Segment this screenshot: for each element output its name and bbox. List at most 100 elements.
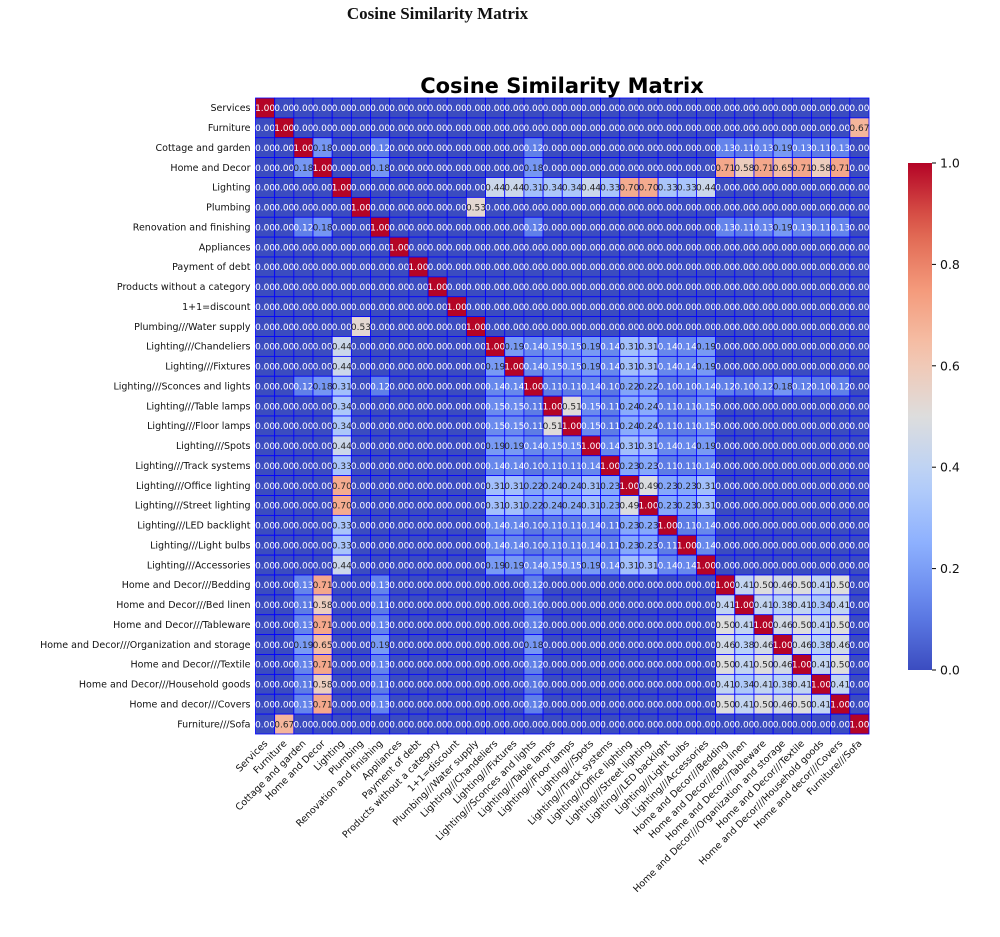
cell-label: 0.10: [523, 681, 543, 691]
cell-label: 0.00: [255, 661, 275, 671]
cell-label: 0.41: [811, 581, 831, 591]
cell-label: 0.00: [792, 204, 812, 214]
cell-label: 0.00: [293, 283, 313, 293]
cell-label: 0.00: [485, 263, 505, 273]
cell-label: 0.33: [658, 184, 678, 194]
cell-label: 0.00: [293, 402, 313, 412]
cell-label: 0.00: [792, 402, 812, 412]
cell-label: 0.00: [351, 462, 371, 472]
cell-label: 0.10: [658, 382, 678, 392]
cell-label: 0.22: [639, 382, 659, 392]
cell-label: 0.00: [351, 720, 371, 730]
cell-label: 0.00: [600, 681, 620, 691]
cell-label: 0.00: [830, 343, 850, 353]
cell-label: 0.00: [466, 243, 486, 253]
cell-label: 0.00: [619, 243, 639, 253]
cell-label: 0.00: [485, 243, 505, 253]
cell-label: 0.00: [332, 164, 352, 174]
cell-label: 0.00: [639, 661, 659, 671]
cell-label: 0.00: [370, 402, 390, 412]
cell-label: 0.00: [332, 303, 352, 313]
cell-label: 0.00: [658, 661, 678, 671]
cell-label: 0.12: [754, 382, 774, 392]
cell-label: 0.00: [428, 661, 448, 671]
cell-label: 0.46: [830, 641, 850, 651]
cell-label: 0.00: [428, 541, 448, 551]
cell-label: 0.00: [274, 601, 294, 611]
cell-label: 0.00: [447, 482, 467, 492]
cell-label: 0.24: [562, 482, 582, 492]
y-tick-label: Home and Decor///Tableware: [113, 620, 251, 631]
cell-label: 0.00: [715, 303, 735, 313]
cell-label: 0.10: [523, 462, 543, 472]
cell-label: 0.15: [543, 343, 563, 353]
cell-label: 0.12: [370, 144, 390, 154]
cell-label: 0.00: [562, 700, 582, 710]
cell-label: 0.00: [255, 144, 275, 154]
cell-label: 0.00: [447, 720, 467, 730]
cell-label: 0.00: [639, 303, 659, 313]
cell-label: 0.24: [543, 482, 563, 492]
cell-label: 0.00: [428, 303, 448, 313]
cell-label: 0.11: [543, 522, 563, 532]
cell-label: 0.00: [389, 184, 409, 194]
cell-label: 0.00: [408, 323, 428, 333]
cell-label: 0.00: [734, 402, 754, 412]
cell-label: 0.18: [370, 164, 390, 174]
cell-label: 0.00: [332, 641, 352, 651]
cell-label: 0.00: [600, 720, 620, 730]
cell-label: 0.00: [389, 303, 409, 313]
cell-label: 0.00: [562, 283, 582, 293]
cell-label: 1.00: [466, 323, 486, 333]
cell-label: 0.00: [408, 502, 428, 512]
cell-label: 1.00: [274, 124, 294, 134]
cell-label: 0.00: [773, 402, 793, 412]
cell-label: 1.00: [619, 482, 639, 492]
cell-label: 0.00: [274, 164, 294, 174]
cell-label: 1.00: [370, 223, 390, 233]
cell-label: 0.71: [313, 661, 333, 671]
cell-label: 0.00: [811, 482, 831, 492]
cell-label: 0.00: [428, 601, 448, 611]
cell-label: 0.41: [811, 661, 831, 671]
cell-label: 0.50: [754, 700, 774, 710]
cell-label: 0.11: [600, 522, 620, 532]
cell-label: 0.00: [274, 184, 294, 194]
cell-label: 0.00: [849, 363, 869, 373]
cell-label: 0.13: [293, 661, 313, 671]
cell-label: 0.00: [351, 442, 371, 452]
cell-label: 0.00: [543, 243, 563, 253]
cell-label: 0.00: [658, 601, 678, 611]
cell-label: 0.00: [351, 422, 371, 432]
cell-label: 0.00: [255, 601, 275, 611]
cell-label: 0.12: [523, 700, 543, 710]
cell-label: 0.11: [600, 402, 620, 412]
cell-label: 0.15: [485, 422, 505, 432]
cell-label: 0.00: [274, 422, 294, 432]
cell-label: 0.00: [274, 641, 294, 651]
cell-label: 0.00: [332, 263, 352, 273]
cell-label: 0.00: [389, 343, 409, 353]
cell-label: 0.24: [562, 502, 582, 512]
cell-label: 0.00: [734, 541, 754, 551]
cell-label: 0.00: [293, 462, 313, 472]
cell-label: 0.14: [696, 382, 716, 392]
cell-label: 0.00: [773, 462, 793, 472]
cell-label: 0.00: [581, 601, 601, 611]
cell-label: 0.00: [773, 720, 793, 730]
cell-label: 0.00: [447, 124, 467, 134]
cell-label: 0.00: [581, 323, 601, 333]
cell-label: 0.00: [408, 442, 428, 452]
cell-label: 0.00: [447, 343, 467, 353]
cell-label: 0.00: [811, 422, 831, 432]
cell-label: 0.19: [773, 144, 793, 154]
cell-label: 0.00: [619, 263, 639, 273]
cell-label: 0.00: [619, 581, 639, 591]
cell-label: 0.13: [715, 144, 735, 154]
cell-label: 0.00: [313, 502, 333, 512]
cell-label: 0.00: [351, 263, 371, 273]
cell-label: 0.00: [370, 184, 390, 194]
cell-label: 0.00: [792, 104, 812, 114]
cell-label: 0.00: [313, 243, 333, 253]
cell-label: 0.41: [792, 601, 812, 611]
